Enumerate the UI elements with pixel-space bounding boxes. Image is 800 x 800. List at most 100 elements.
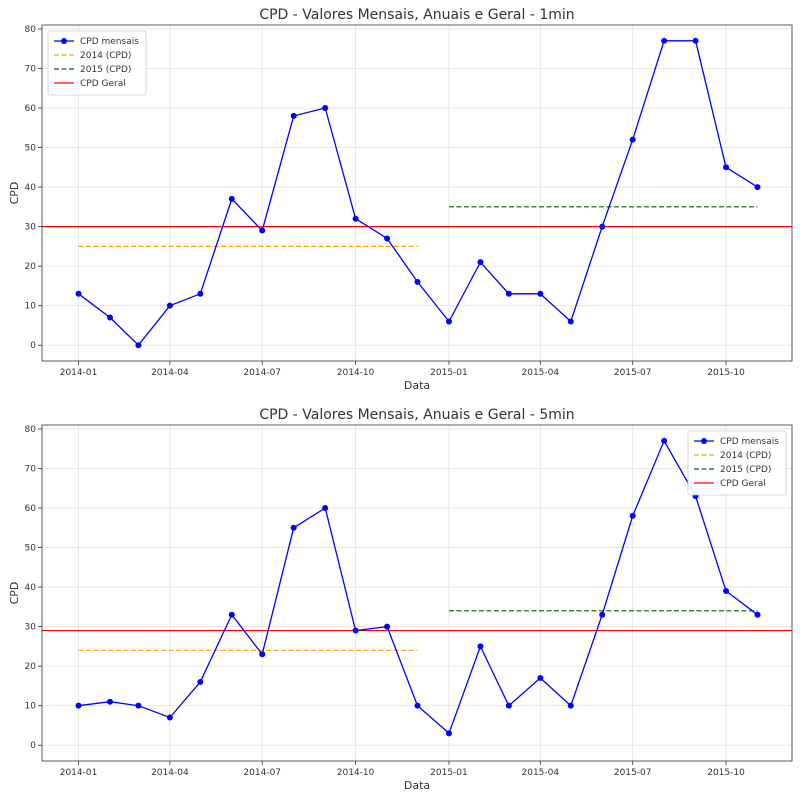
data-point (599, 611, 606, 618)
data-point (537, 290, 544, 297)
legend-label: CPD Geral (720, 479, 766, 489)
legend-label: 2015 (CPD) (720, 465, 771, 475)
x-tick-label: 2014-10 (337, 768, 375, 778)
legend-box (687, 430, 787, 496)
x-tick-label: 2015-01 (430, 768, 468, 778)
y-tick-label: 80 (25, 425, 37, 435)
x-tick-label: 2015-10 (707, 368, 745, 378)
x-tick-label: 2015-07 (614, 768, 652, 778)
chart-1: 2014-01 2014-04 2014-07 2014-10 2015-01 2015-… (8, 7, 793, 392)
x-tick-label: 2014-04 (151, 368, 189, 378)
data-point (352, 627, 359, 634)
x-tick-label: 2015-01 (430, 368, 468, 378)
data-point (135, 702, 142, 709)
data-point (322, 505, 329, 512)
data-point (106, 698, 113, 705)
legend-label: 2015 (CPD) (80, 65, 131, 75)
x-tick-label: 2015-04 (522, 368, 560, 378)
legend-marker (701, 438, 707, 444)
data-point (567, 702, 574, 709)
data-point (290, 524, 297, 531)
x-tick-label: 2014-04 (151, 768, 189, 778)
data-point (445, 318, 452, 325)
data-point (629, 512, 636, 519)
data-point (384, 235, 391, 242)
y-tick-label: 30 (25, 623, 37, 633)
data-point (290, 112, 297, 119)
data-point (629, 136, 636, 143)
data-point (599, 223, 606, 230)
y-tick-label: 50 (25, 144, 37, 154)
y-tick-label: 10 (25, 302, 37, 312)
legend-label: 2014 (CPD) (80, 51, 131, 61)
plot-area (42, 25, 792, 361)
y-tick-label: 10 (25, 702, 37, 712)
legend: CPD mensais 2014 (CPD) 2015 (CPD) CPD Geral (47, 30, 147, 96)
data-point (414, 278, 421, 285)
y-axis-label: CPD (8, 582, 21, 605)
data-point (197, 678, 204, 685)
data-point (723, 164, 730, 171)
data-point (197, 290, 204, 297)
data-point (106, 314, 113, 321)
legend-label: 2014 (CPD) (720, 451, 771, 461)
x-tick-label: 2014-10 (337, 368, 375, 378)
data-point (445, 730, 452, 737)
data-point (505, 702, 512, 709)
x-tick-label: 2015-04 (522, 768, 560, 778)
data-point (75, 290, 82, 297)
y-tick-label: 40 (25, 583, 37, 593)
y-tick-label: 50 (25, 544, 37, 554)
data-point (754, 184, 761, 191)
y-tick-label: 20 (25, 662, 37, 672)
y-tick-label: 0 (30, 741, 36, 751)
y-axis-label: CPD (8, 182, 21, 205)
data-point (228, 195, 235, 202)
legend-label: CPD Geral (80, 79, 126, 89)
y-tick-label: 0 (30, 341, 36, 351)
data-point (414, 702, 421, 709)
plot-frame (41, 24, 793, 362)
legend-box (47, 30, 147, 96)
data-point (567, 318, 574, 325)
plot-area (42, 425, 792, 761)
chart-2: 2014-01 2014-04 2014-07 2014-10 2015-01 2015-… (8, 407, 793, 792)
x-axis-label: Data (404, 379, 430, 392)
legend: CPD mensais 2014 (CPD) 2015 (CPD) CPD Geral (687, 430, 787, 496)
data-point (352, 215, 359, 222)
x-tick-label: 2015-10 (707, 768, 745, 778)
data-point (692, 37, 699, 44)
x-tick-label: 2014-01 (60, 368, 98, 378)
y-tick-label: 40 (25, 183, 37, 193)
data-point (754, 611, 761, 618)
data-point (75, 702, 82, 709)
data-point (477, 259, 484, 266)
data-point (166, 302, 173, 309)
chart-title: CPD - Valores Mensais, Anuais e Geral - … (259, 407, 574, 423)
x-axis-label: Data (404, 779, 430, 792)
legend-label: CPD mensais (80, 37, 139, 47)
y-tick-label: 20 (25, 262, 37, 272)
data-point (166, 714, 173, 721)
data-point (135, 342, 142, 349)
x-tick-label: 2015-07 (614, 368, 652, 378)
chart-title: CPD - Valores Mensais, Anuais e Geral - … (259, 7, 574, 23)
data-point (661, 437, 668, 444)
legend-marker (61, 38, 67, 44)
data-point (228, 611, 235, 618)
data-point (661, 37, 668, 44)
x-tick-label: 2014-07 (243, 368, 281, 378)
data-point (477, 643, 484, 650)
y-tick-label: 60 (25, 504, 37, 514)
y-tick-label: 30 (25, 223, 37, 233)
data-point (259, 651, 266, 658)
y-tick-label: 80 (25, 25, 37, 35)
data-point (505, 290, 512, 297)
data-point (384, 623, 391, 630)
y-tick-label: 70 (25, 464, 37, 474)
y-tick-label: 60 (25, 104, 37, 114)
data-point (322, 105, 329, 112)
legend-label: CPD mensais (720, 437, 779, 447)
data-point (723, 588, 730, 595)
